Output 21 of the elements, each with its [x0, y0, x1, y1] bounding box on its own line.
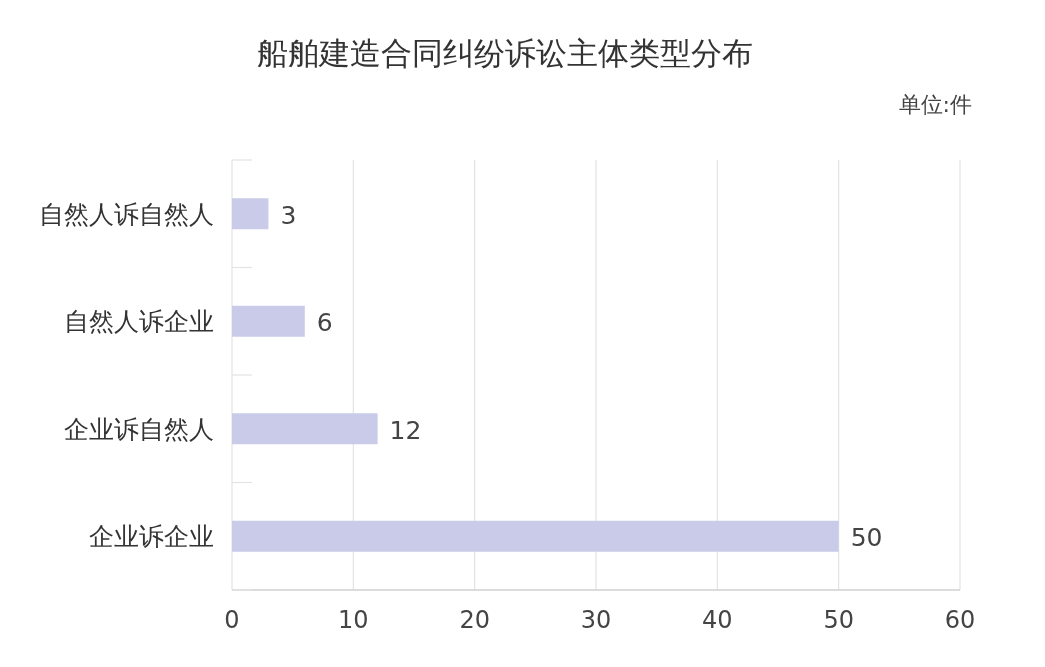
data-label: 6 [316, 308, 333, 338]
x-tick-label: 40 [702, 606, 733, 634]
y-tick-label: 企业诉企业 [89, 522, 214, 552]
x-tick-label: 50 [823, 606, 854, 634]
x-tick-label: 60 [944, 606, 976, 634]
x-tick-label: 30 [580, 606, 612, 634]
bar [232, 305, 305, 337]
data-label: 12 [389, 415, 422, 445]
x-tick-label: 20 [459, 606, 490, 634]
bar [232, 413, 378, 445]
y-tick-label: 企业诉自然人 [64, 414, 214, 444]
bar [232, 520, 839, 552]
chart-title: 船舶建造合同纠纷诉讼主体类型分布 [257, 35, 753, 71]
x-tick-label: 0 [224, 606, 240, 634]
x-tick-label: 10 [338, 606, 369, 634]
text: 单位:件 [898, 92, 972, 117]
data-label: 3 [280, 200, 297, 230]
y-tick-label: 自然人诉企业 [64, 307, 214, 337]
y-tick-label: 自然人诉自然人 [39, 199, 214, 229]
data-label: 50 [850, 523, 883, 553]
bar [232, 198, 269, 230]
